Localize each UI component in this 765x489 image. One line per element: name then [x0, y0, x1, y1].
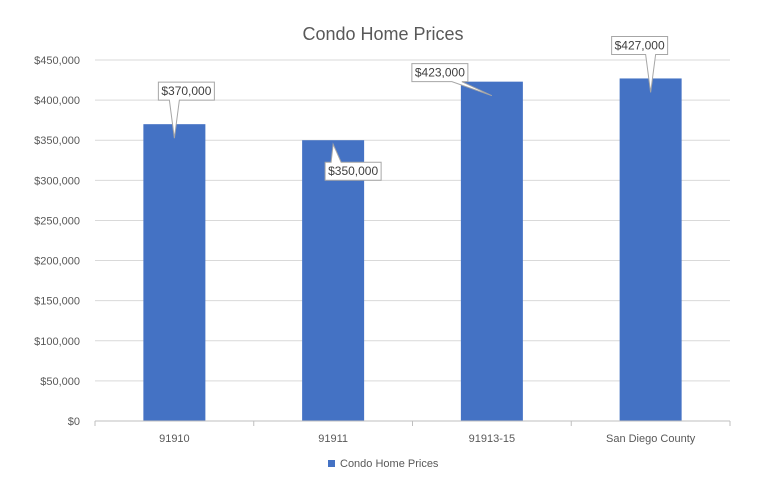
legend-label: Condo Home Prices — [340, 458, 439, 470]
data-label-box — [157, 81, 215, 139]
bars — [143, 78, 682, 421]
bar-91911[interactable] — [302, 140, 365, 421]
x-tick-label: 91911 — [318, 433, 348, 445]
y-tick-label: $50,000 — [40, 376, 80, 388]
legend[interactable]: Condo Home Prices — [328, 458, 439, 470]
data-label-callout: $427,000 — [611, 35, 669, 93]
chart-title: Condo Home Prices — [302, 24, 463, 44]
bar-san-diego-county[interactable] — [619, 78, 682, 421]
data-label: $350,000 — [328, 164, 378, 178]
data-label-box — [611, 35, 669, 93]
bar-91910[interactable] — [143, 124, 206, 421]
data-label-box — [324, 142, 382, 181]
x-axis — [94, 420, 731, 426]
x-tick-label: San Diego County — [606, 433, 696, 445]
y-tick-label: $200,000 — [34, 256, 80, 268]
x-axis-tick-labels: 91910 91911 91913-15 San Diego County — [159, 433, 696, 445]
data-label: $427,000 — [615, 38, 665, 52]
y-tick-label: $100,000 — [34, 336, 80, 348]
x-tick-label: 91910 — [159, 433, 190, 445]
data-label-callout: $370,000 — [157, 81, 215, 139]
data-label-callout: $423,000 — [411, 63, 493, 97]
y-tick-label: $400,000 — [34, 95, 80, 107]
y-tick-label: $250,000 — [34, 215, 80, 227]
x-tick-label: 91913-15 — [469, 433, 516, 445]
data-labels: $370,000 $350,000 $423,000 $427,000 — [157, 35, 669, 181]
y-axis-tick-labels: $0 $50,000 $100,000 $150,000 $200,000 $250,00… — [34, 55, 80, 428]
legend-swatch — [328, 460, 335, 467]
data-label-box — [411, 63, 493, 97]
data-label: $370,000 — [161, 84, 211, 98]
data-label-callout: $350,000 — [324, 142, 382, 181]
data-label: $423,000 — [415, 66, 465, 80]
y-tick-label: $150,000 — [34, 296, 80, 308]
y-tick-label: $450,000 — [34, 55, 80, 67]
bar-91913-15[interactable] — [460, 81, 523, 421]
y-tick-label: $300,000 — [34, 175, 80, 187]
y-tick-label: $0 — [68, 416, 80, 428]
y-tick-label: $350,000 — [34, 135, 80, 147]
